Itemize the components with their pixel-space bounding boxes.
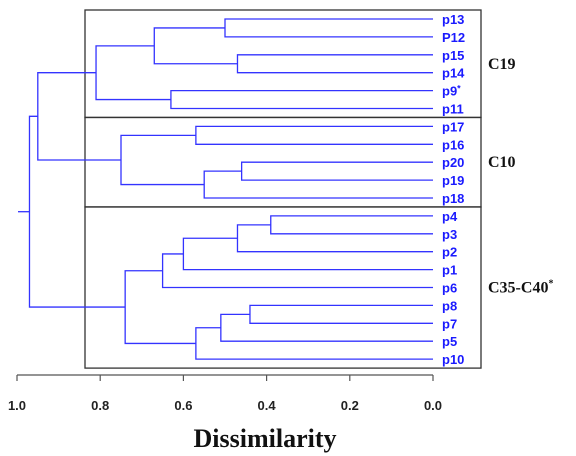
leaf-label-p17: p17: [442, 119, 464, 134]
branch-m19: [28, 115, 126, 308]
leaf-label-p3: p3: [442, 227, 457, 242]
leaf-label-p9: p9*: [442, 84, 461, 99]
leaf-label-p10: p10: [442, 352, 464, 367]
branch-m12: [236, 224, 433, 253]
branch-m10: [37, 72, 121, 161]
cluster-label-1: C19: [488, 56, 516, 73]
branch-m9: [120, 134, 205, 186]
branch-m16: [220, 313, 433, 342]
branch-m5: [95, 45, 171, 101]
x-tick-label-0: 1.0: [8, 398, 26, 413]
branch-m14: [161, 253, 433, 289]
cluster-label-3: C35-C40*: [488, 279, 553, 297]
x-tick-label-3: 0.4: [258, 398, 277, 413]
leaf-label-p11: p11: [442, 102, 464, 117]
x-axis: 1.0 0.8 0.6 0.4 0.2 0.0: [8, 374, 442, 413]
leaf-label-p18: p18: [442, 191, 464, 206]
leaf-label-p7: p7: [442, 316, 457, 331]
branch-m2: [236, 54, 433, 74]
x-tick-label-2: 0.6: [174, 398, 192, 413]
leaf-label-p16: p16: [442, 137, 464, 152]
leaf-label-P12: P12: [442, 30, 465, 45]
leaf-label-p19: p19: [442, 173, 464, 188]
x-tick-label-1: 0.8: [91, 398, 109, 413]
leaf-labels: p13 P12 p15 p14 p9* p11 p17 p16 p20 p19 p18 p4 p3 p2 p…: [442, 12, 465, 367]
x-tick-label-5: 0.0: [424, 398, 442, 413]
branch-m1: [224, 18, 433, 38]
cluster-boxes: [84, 9, 482, 369]
cluster-labels: C19 C10 C35-C40*: [488, 56, 553, 297]
leaf-label-p5: p5: [442, 334, 457, 349]
leaf-label-p13: p13: [442, 12, 464, 27]
cluster-box-1: [84, 9, 482, 119]
leaf-label-p20: p20: [442, 155, 464, 170]
branch-m13: [182, 237, 433, 271]
branch-m15: [249, 304, 433, 324]
branch-m18: [124, 270, 196, 345]
leaf-label-p4: p4: [442, 209, 458, 224]
leaf-label-p14: p14: [442, 66, 465, 81]
leaf-label-p6: p6: [442, 281, 457, 296]
leaf-label-p2: p2: [442, 245, 457, 260]
cluster-label-2: C10: [488, 154, 516, 171]
x-axis-title: Dissimilarity: [194, 424, 337, 453]
branch-m4: [170, 89, 433, 110]
dendrogram-branches: [18, 18, 433, 360]
branch-m7: [240, 161, 433, 181]
branch-m8: [203, 170, 433, 199]
cluster-box-3: [84, 206, 482, 369]
leaf-label-p1: p1: [442, 263, 457, 278]
leaf-label-p8: p8: [442, 298, 457, 313]
branch-m17: [195, 327, 433, 360]
branch-m6: [195, 125, 433, 145]
leaf-label-p15: p15: [442, 48, 464, 63]
x-tick-label-4: 0.2: [341, 398, 359, 413]
branch-m11: [270, 215, 433, 235]
